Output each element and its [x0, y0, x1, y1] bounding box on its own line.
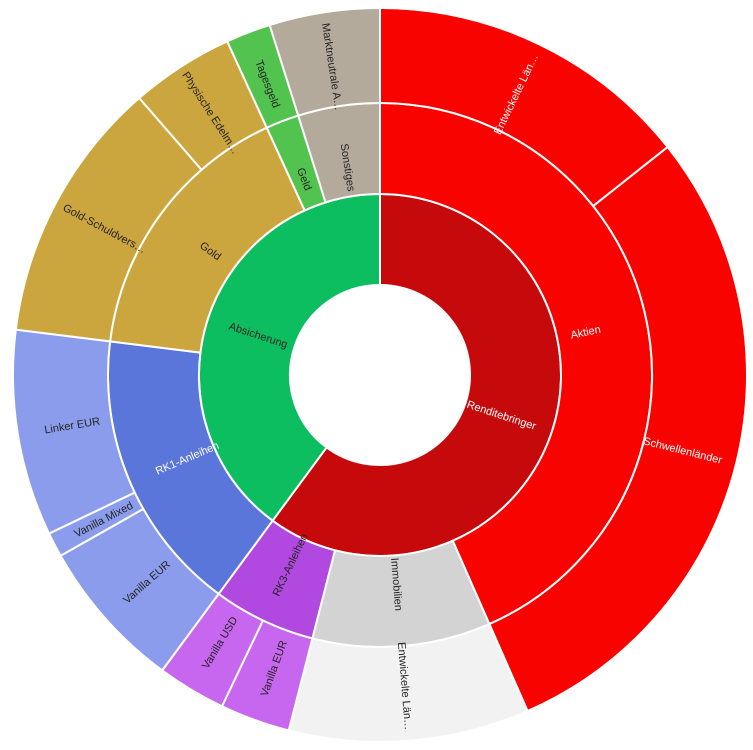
sunburst-segment-schwellenlaender[interactable]	[488, 146, 748, 713]
sunburst-segment-marktneutrale-a[interactable]	[268, 7, 381, 117]
